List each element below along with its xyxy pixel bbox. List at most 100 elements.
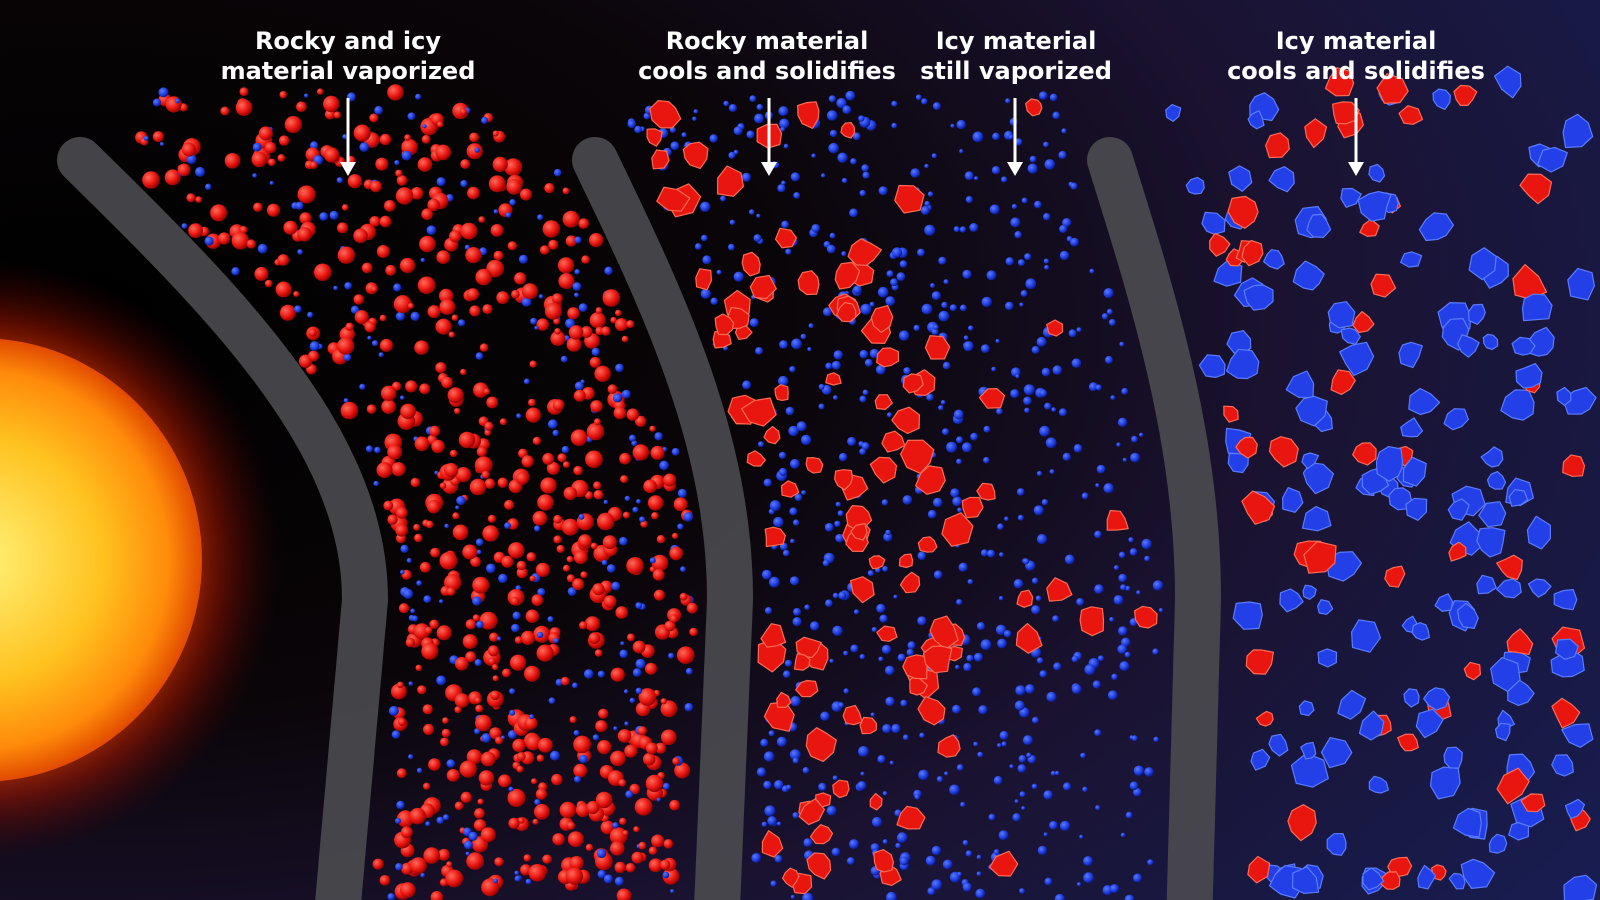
icy-vapor: [181, 223, 188, 229]
rocky-vapor: [395, 169, 403, 177]
icy-solid: [1550, 649, 1585, 678]
rocky-vapor: [536, 644, 554, 662]
icy-vapor: [1060, 820, 1071, 832]
icy-vapor: [991, 166, 1001, 175]
icy-vapor: [964, 171, 974, 181]
rocky-solid: [1376, 73, 1409, 104]
rocky-vapor: [620, 475, 629, 484]
rocky-solid: [695, 268, 712, 291]
rocky-solid: [1241, 239, 1264, 267]
rocky-solid: [717, 165, 744, 197]
icy-vapor: [999, 552, 1004, 557]
rocky-vapor: [634, 797, 653, 816]
rocky-vapor: [449, 449, 458, 458]
icy-vapor: [186, 154, 197, 165]
rocky-solid: [922, 645, 953, 674]
rocky-vapor: [410, 477, 420, 488]
icy-vapor: [1001, 741, 1007, 747]
icy-solid: [1457, 334, 1480, 358]
rocky-solid: [924, 335, 951, 360]
rocky-vapor: [452, 524, 469, 541]
icy-vapor: [915, 94, 922, 101]
icy-vapor: [1125, 585, 1131, 591]
icy-solid: [1402, 456, 1427, 487]
rocky-vapor: [581, 255, 590, 264]
sun: [0, 338, 202, 782]
rocky-solid: [1241, 490, 1276, 525]
icy-solid: [1228, 165, 1253, 192]
icy-vapor: [760, 738, 769, 747]
icy-vapor: [534, 325, 539, 330]
icy-solid: [1298, 700, 1315, 717]
rocky-vapor: [573, 389, 586, 402]
icy-vapor: [670, 141, 680, 151]
icy-vapor: [820, 711, 830, 721]
rocky-vapor: [293, 291, 300, 297]
label-line: Rocky and icy: [255, 27, 441, 55]
icy-vapor: [614, 876, 624, 886]
icy-vapor: [624, 721, 629, 726]
icy-vapor: [800, 333, 807, 340]
rocky-vapor: [638, 688, 657, 706]
rocky-vapor: [648, 858, 663, 873]
rocky-solid: [794, 653, 811, 671]
icy-vapor: [956, 458, 962, 465]
icy-solid: [1368, 163, 1386, 183]
icy-vapor: [1014, 700, 1025, 711]
rocky-vapor: [507, 789, 526, 807]
rocky-solid: [898, 553, 914, 569]
rocky-vapor: [427, 499, 441, 514]
rocky-vapor: [177, 163, 191, 177]
icy-vapor: [615, 363, 624, 373]
rocky-vapor: [501, 555, 514, 568]
icy-vapor: [977, 751, 984, 758]
rocky-vapor: [435, 318, 452, 335]
icy-vapor: [683, 512, 694, 522]
icy-vapor: [374, 446, 381, 454]
rocky-solid: [1352, 311, 1375, 334]
icy-vapor: [885, 296, 896, 306]
icy-vapor: [788, 425, 799, 437]
rocky-vapor: [444, 463, 459, 478]
icy-vapor: [1010, 217, 1021, 228]
icy-vapor: [547, 616, 554, 623]
rocky-vapor: [369, 113, 379, 123]
rocky-vapor: [353, 228, 368, 244]
rocky-vapor: [188, 223, 204, 239]
icy-vapor: [387, 893, 395, 900]
rocky-vapor: [490, 690, 500, 701]
icy-vapor: [710, 297, 718, 305]
rocky-vapor: [565, 867, 584, 885]
rocky-solid: [649, 100, 682, 129]
rocky-solid: [780, 480, 800, 498]
rocky-vapor: [436, 625, 452, 641]
rocky-vapor: [594, 649, 603, 657]
icy-vapor: [875, 364, 886, 375]
rocky-vapor: [489, 632, 499, 642]
rocky-vapor: [536, 754, 544, 762]
rocky-vapor: [448, 331, 455, 338]
rocky-vapor: [514, 636, 523, 644]
rocky-vapor: [152, 131, 164, 143]
icy-vapor: [1041, 499, 1049, 506]
rocky-vapor: [393, 295, 412, 314]
icy-vapor: [1083, 872, 1094, 884]
icy-vapor: [748, 209, 755, 215]
icy-vapor: [907, 641, 916, 650]
rocky-solid: [1106, 509, 1129, 531]
icy-solid: [1551, 754, 1574, 777]
icy-vapor: [899, 856, 909, 866]
icy-vapor: [942, 428, 949, 436]
rocky-vapor: [398, 603, 410, 614]
rocky-vapor: [492, 156, 508, 172]
rocky-vapor: [542, 453, 555, 465]
icy-vapor: [891, 723, 901, 734]
icy-vapor: [1121, 387, 1129, 395]
rocky-vapor: [480, 751, 496, 767]
icy-vapor: [963, 335, 969, 341]
icy-vapor: [1073, 444, 1083, 453]
icy-vapor: [455, 505, 460, 510]
icy-vapor: [891, 100, 898, 107]
rocky-vapor: [466, 852, 484, 870]
icy-vapor: [973, 652, 983, 662]
